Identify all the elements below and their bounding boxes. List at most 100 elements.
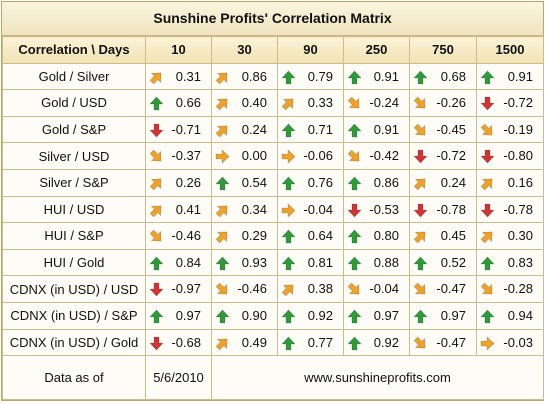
correlation-cell: -0.37 (145, 142, 212, 170)
correlation-value: 0.86 (241, 68, 267, 84)
correlation-cell: 0.92 (277, 301, 344, 330)
table-row: HUI / Gold 0.84 0.93 0.81 0.88 0.52 0.83 (2, 248, 544, 277)
correlation-cell: 0.71 (277, 115, 344, 144)
arrow-up-icon (347, 70, 362, 84)
correlation-cell: 0.81 (277, 248, 344, 277)
correlation-value: -0.72 (436, 148, 466, 164)
correlation-cell: -0.46 (211, 275, 278, 303)
column-header: 30 (211, 36, 278, 64)
correlation-value: 0.38 (307, 281, 333, 297)
arrow-right-icon (281, 149, 296, 165)
correlation-cell: -0.06 (277, 142, 344, 170)
table-row: Silver / S&P 0.26 0.54 0.76 0.86 0.24 0.16 (2, 168, 544, 197)
correlation-value: 0.24 (241, 121, 267, 137)
correlation-cell: -0.03 (476, 328, 544, 357)
correlation-value: 0.40 (241, 95, 267, 111)
arrow-up-right-icon (215, 231, 228, 244)
arrow-down-right-icon (413, 283, 426, 295)
correlation-cell: 0.16 (476, 168, 544, 197)
correlation-cell: -0.68 (145, 328, 212, 357)
correlation-value: -0.24 (369, 95, 399, 111)
correlation-value: 0.88 (373, 254, 399, 270)
correlation-cell: 0.76 (277, 168, 344, 197)
arrow-up-right-icon (215, 72, 228, 84)
correlation-value: 0.49 (241, 334, 267, 350)
correlation-value: 0.52 (440, 254, 466, 270)
corner-header: Correlation \ Days (2, 36, 146, 64)
correlation-cell: 0.80 (343, 222, 410, 250)
arrow-right-icon (480, 335, 495, 351)
column-header: 250 (343, 36, 410, 64)
correlation-cell: -0.28 (476, 275, 544, 303)
correlation-cell: -0.47 (409, 275, 477, 303)
correlation-value: -0.97 (171, 281, 201, 297)
arrow-down-icon (480, 150, 495, 164)
table-row: Gold / S&P -0.71 0.24 0.71 0.91 -0.45 -0.19 (2, 115, 544, 144)
correlation-value: -0.06 (303, 148, 333, 164)
column-header: 90 (277, 36, 344, 64)
correlation-cell: 0.00 (211, 142, 278, 170)
row-label: Gold / S&P (2, 115, 146, 144)
arrow-down-right-icon (480, 283, 493, 295)
correlation-value: 0.81 (307, 254, 333, 270)
correlation-value: 0.76 (307, 174, 333, 190)
correlation-value: -0.28 (503, 281, 533, 297)
correlation-cell: 0.97 (343, 301, 410, 330)
footer-row: Data as of 5/6/2010 www.sunshineprofits.… (2, 355, 544, 400)
arrow-up-icon (215, 256, 230, 271)
column-header: 1500 (476, 36, 544, 64)
correlation-value: -0.47 (436, 334, 466, 350)
correlation-cell: 0.79 (277, 62, 344, 91)
arrow-down-icon (480, 203, 495, 218)
arrow-up-right-icon (413, 231, 426, 244)
table-row: HUI / USD 0.41 0.34 -0.04 -0.53 -0.78 -0.78 (2, 195, 544, 224)
correlation-cell: 0.38 (277, 275, 344, 303)
arrow-up-right-icon (215, 125, 228, 138)
correlation-cell: 0.45 (409, 222, 477, 250)
correlation-value: -0.45 (436, 121, 466, 137)
correlation-value: -0.46 (171, 228, 201, 244)
correlation-value: 0.91 (373, 121, 399, 137)
correlation-cell: 0.64 (277, 222, 344, 250)
arrow-down-icon (149, 336, 164, 350)
arrow-up-right-icon (149, 72, 162, 84)
correlation-cell: -0.24 (343, 89, 410, 117)
arrow-down-icon (413, 203, 428, 218)
table-row: CDNX (in USD) / Gold -0.68 0.49 0.77 0.92 -0.… (2, 328, 544, 357)
arrow-down-icon (480, 96, 495, 111)
arrow-up-icon (281, 336, 296, 350)
correlation-cell: -0.78 (476, 195, 544, 224)
row-label: Gold / USD (2, 89, 146, 117)
arrow-up-icon (215, 309, 230, 324)
arrow-up-icon (347, 229, 362, 244)
correlation-cell: 0.66 (145, 89, 212, 117)
correlation-value: 0.54 (241, 174, 267, 190)
correlation-cell: -0.72 (409, 142, 477, 170)
arrow-up-icon (215, 176, 230, 191)
header-row: Correlation \ Days 10 30 90 250 750 1500 (2, 36, 544, 64)
data-date: 5/6/2010 (145, 355, 212, 400)
correlation-value: 0.94 (507, 307, 533, 323)
correlation-value: 0.92 (307, 307, 333, 323)
website-link[interactable]: www.sunshineprofits.com (211, 355, 544, 400)
correlation-value: -0.71 (171, 121, 201, 137)
correlation-value: 0.30 (507, 228, 533, 244)
correlation-value: 0.16 (507, 174, 533, 190)
correlation-cell: -0.19 (476, 115, 544, 144)
arrow-down-icon (149, 123, 164, 138)
correlation-cell: 0.31 (145, 62, 212, 91)
correlation-value: 0.66 (175, 95, 201, 111)
correlation-cell: -0.45 (409, 115, 477, 144)
arrow-up-right-icon (480, 231, 493, 244)
correlation-value: 0.34 (241, 201, 267, 217)
row-label: CDNX (in USD) / Gold (2, 328, 146, 357)
correlation-value: 0.97 (373, 307, 399, 323)
correlation-cell: -0.26 (409, 89, 477, 117)
arrow-up-icon (149, 256, 164, 271)
correlation-cell: 0.97 (145, 301, 212, 330)
table-row: Silver / USD -0.37 0.00 -0.06 -0.42 -0.72 -0.8… (2, 142, 544, 170)
table-row: CDNX (in USD) / S&P 0.97 0.90 0.92 0.97 0.97 0… (2, 301, 544, 330)
correlation-value: -0.04 (369, 281, 399, 297)
row-label: HUI / S&P (2, 222, 146, 250)
correlation-value: 0.31 (175, 68, 201, 84)
